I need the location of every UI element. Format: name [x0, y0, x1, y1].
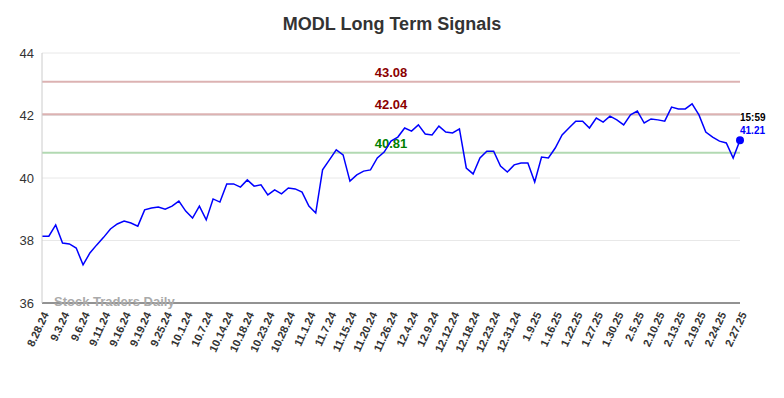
svg-text:44: 44 — [20, 46, 34, 61]
svg-text:10.1.24: 10.1.24 — [168, 310, 195, 349]
svg-text:11.20.24: 11.20.24 — [350, 310, 380, 354]
svg-text:8.28.24: 8.28.24 — [25, 309, 52, 348]
svg-text:43.08: 43.08 — [375, 65, 408, 80]
svg-text:1.30.25: 1.30.25 — [599, 310, 625, 348]
svg-text:11.15.24: 11.15.24 — [330, 310, 359, 354]
svg-text:36: 36 — [20, 296, 34, 311]
svg-text:1.27.25: 1.27.25 — [578, 310, 606, 349]
svg-text:42: 42 — [20, 108, 34, 123]
svg-text:10.18.24: 10.18.24 — [227, 310, 257, 354]
svg-text:1.16.25: 1.16.25 — [537, 310, 565, 349]
svg-text:42.04: 42.04 — [375, 97, 408, 112]
html-text:Stock Traders Daily: Stock Traders Daily — [54, 294, 175, 309]
svg-text:9.6.24: 9.6.24 — [68, 310, 92, 343]
svg-text:38: 38 — [20, 233, 34, 248]
svg-text:12.4.24: 12.4.24 — [394, 310, 421, 349]
svg-text:12.12.24: 12.12.24 — [432, 310, 462, 354]
svg-text:10.7.24: 10.7.24 — [188, 310, 216, 349]
svg-text:9.3.24: 9.3.24 — [47, 310, 72, 343]
svg-text:2.10.25: 2.10.25 — [640, 310, 667, 349]
svg-text:41.21: 41.21 — [740, 125, 765, 136]
svg-text:12.23.24: 12.23.24 — [473, 310, 503, 354]
svg-text:9.25.24: 9.25.24 — [147, 310, 175, 349]
svg-text:10.23.24: 10.23.24 — [247, 310, 277, 354]
svg-text:9.16.24: 9.16.24 — [106, 310, 133, 349]
svg-text:11.7.24: 11.7.24 — [312, 310, 339, 348]
svg-text:12.18.24: 12.18.24 — [453, 310, 482, 354]
svg-text:40: 40 — [20, 171, 34, 186]
svg-text:2.27.25: 2.27.25 — [723, 310, 749, 348]
svg-text:2.13.25: 2.13.25 — [660, 310, 688, 349]
svg-text:11.26.24: 11.26.24 — [371, 309, 400, 353]
svg-text:9.19.24: 9.19.24 — [127, 310, 154, 349]
svg-text:15:59: 15:59 — [740, 112, 766, 123]
svg-text:12.9.24: 12.9.24 — [414, 310, 441, 349]
svg-text:10.28.24: 10.28.24 — [268, 309, 297, 354]
svg-text:1.9.25: 1.9.25 — [519, 310, 544, 343]
svg-text:12.31.24: 12.31.24 — [494, 309, 523, 354]
svg-text:1.22.25: 1.22.25 — [558, 310, 585, 349]
svg-text:9.11.24: 9.11.24 — [86, 310, 113, 348]
svg-text:2.5.25: 2.5.25 — [622, 310, 647, 343]
svg-text:2.19.25: 2.19.25 — [681, 310, 708, 349]
svg-text:40.81: 40.81 — [375, 136, 408, 151]
svg-text:10.14.24: 10.14.24 — [206, 310, 236, 354]
svg-text:11.1.24: 11.1.24 — [291, 310, 318, 348]
html-text:MODL Long Term Signals: MODL Long Term Signals — [282, 14, 502, 34]
svg-text:2.24.25: 2.24.25 — [702, 310, 729, 349]
